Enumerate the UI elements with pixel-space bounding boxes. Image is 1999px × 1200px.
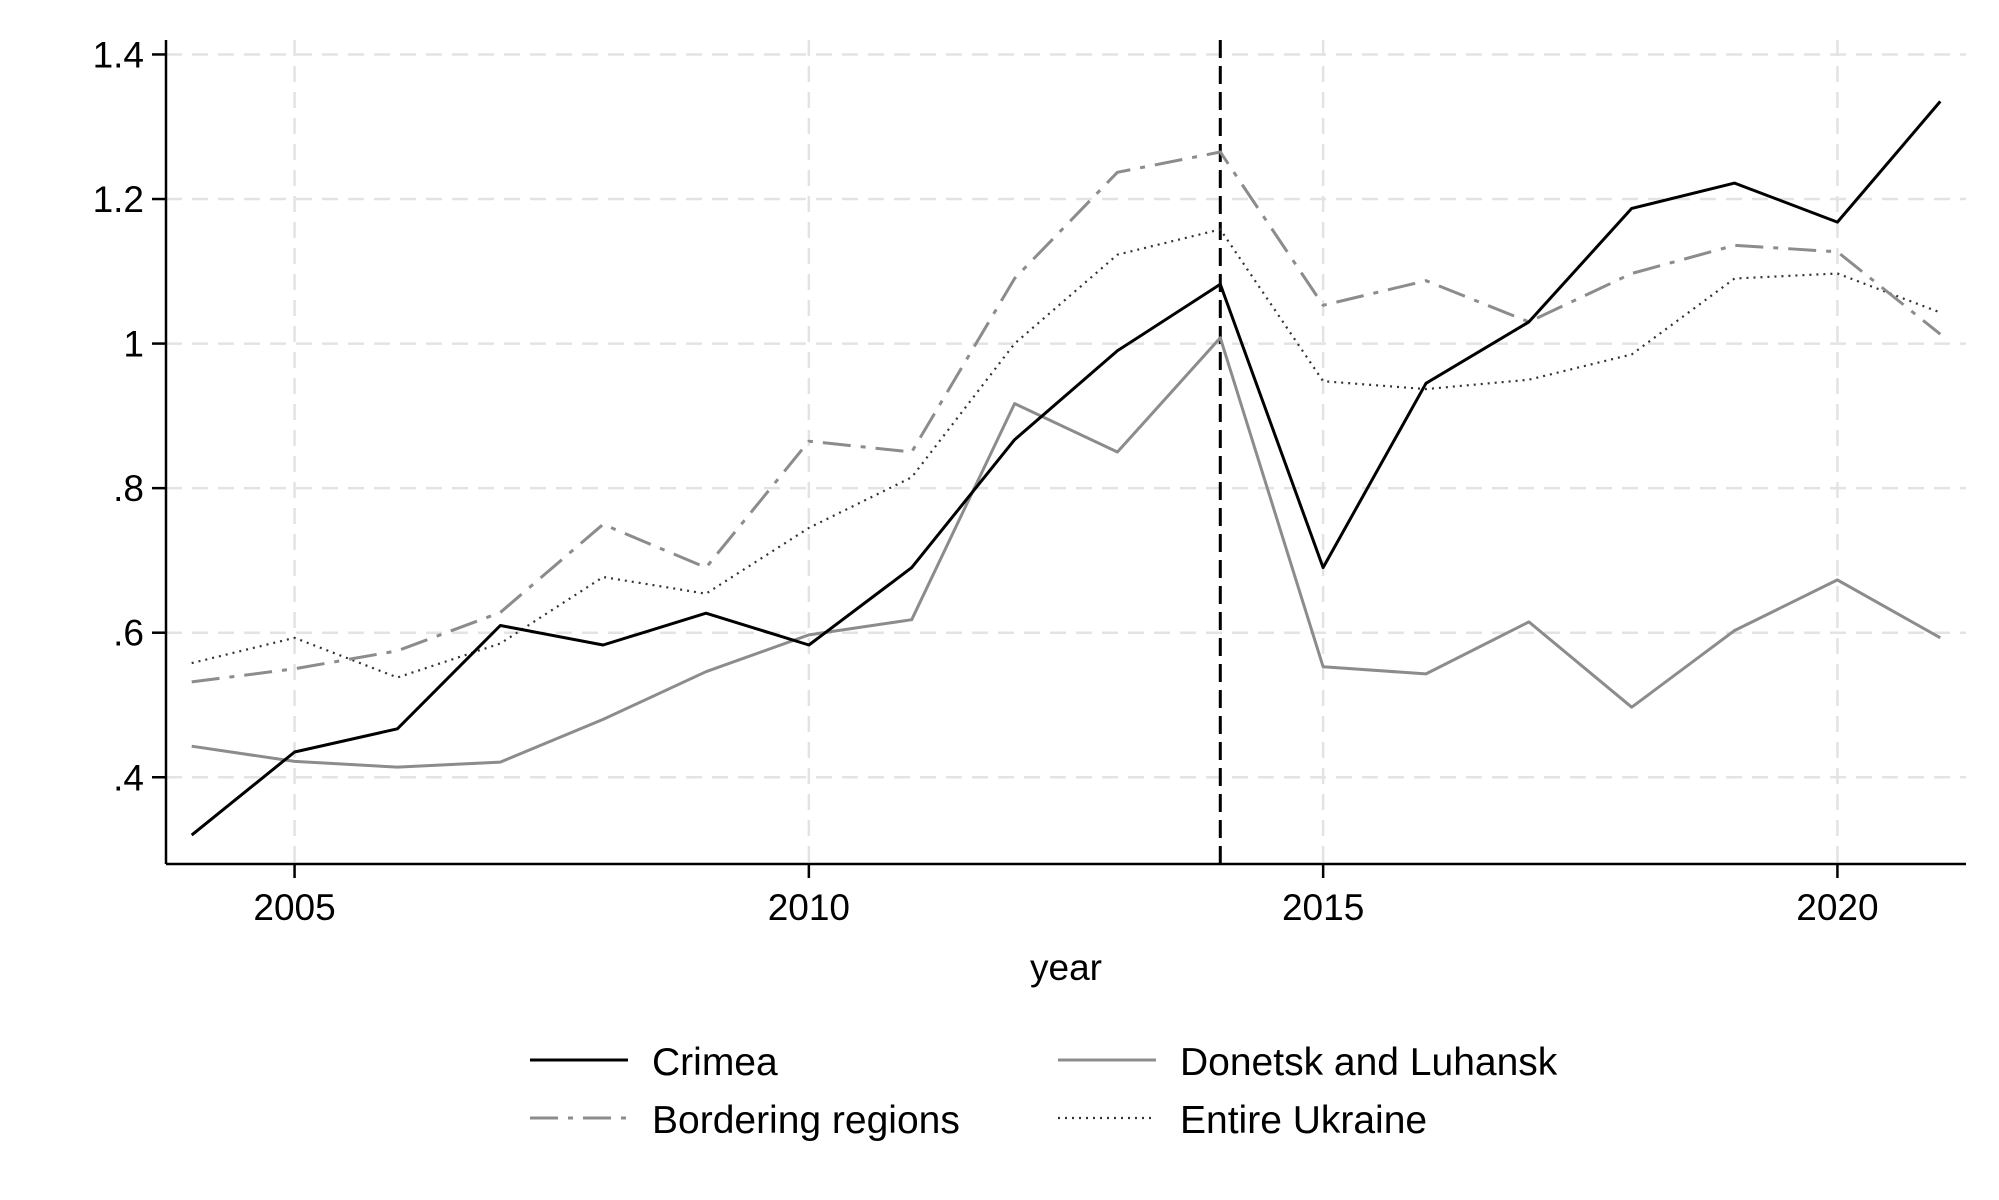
x-axis-title: year bbox=[1030, 947, 1102, 988]
series-lines bbox=[190, 100, 1942, 837]
legend-label-crimea: Crimea bbox=[652, 1041, 778, 1084]
series-line-donetsk-and-luhansk bbox=[191, 336, 1942, 769]
y-tick-label: .6 bbox=[113, 613, 144, 654]
legend-label-entire-ukraine: Entire Ukraine bbox=[1180, 1099, 1427, 1142]
x-tick-label: 2015 bbox=[1282, 887, 1364, 928]
legend-label-donetsk-and-luhansk: Donetsk and Luhansk bbox=[1180, 1041, 1558, 1084]
series-line-entire-ukraine bbox=[191, 228, 1941, 679]
x-tick-label: 2010 bbox=[768, 887, 850, 928]
y-tick-label: 1.4 bbox=[93, 34, 144, 75]
x-tick-label: 2020 bbox=[1796, 887, 1878, 928]
y-tick-label: 1.2 bbox=[93, 179, 144, 220]
grid-lines bbox=[166, 40, 1966, 864]
tick-labels: .4 .6 .8 1 1.2 1.4 2005 2010 2015 2020 bbox=[93, 34, 1879, 928]
axes bbox=[152, 40, 1966, 878]
y-tick-label: .4 bbox=[113, 757, 144, 798]
series-line-bordering-regions bbox=[191, 150, 1942, 684]
series-line-crimea bbox=[190, 100, 1942, 837]
x-tick-label: 2005 bbox=[253, 887, 335, 928]
legend-label-bordering-regions: Bordering regions bbox=[652, 1099, 960, 1142]
y-tick-label: 1 bbox=[123, 324, 144, 365]
legend: Crimea Donetsk and Luhansk Bordering regio… bbox=[530, 1041, 1558, 1142]
y-tick-label: .8 bbox=[113, 468, 144, 509]
